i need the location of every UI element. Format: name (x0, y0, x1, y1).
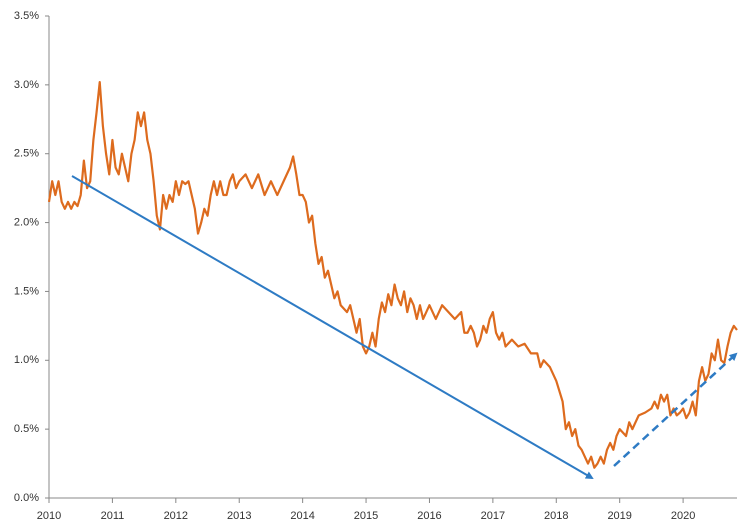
x-tick-label: 2013 (227, 510, 251, 522)
x-tick-label: 2019 (607, 510, 631, 522)
y-tick-label: 3.0% (14, 79, 39, 91)
trend-arrow-dashed (613, 352, 738, 467)
x-tick-label: 2017 (481, 510, 505, 522)
x-tick-label: 2015 (354, 510, 378, 522)
x-tick-label: 2014 (290, 510, 314, 522)
y-tick-label: 0.5% (14, 423, 39, 435)
y-tick-label: 2.0% (14, 216, 39, 228)
line-series (47, 81, 738, 469)
trend-arrow (71, 175, 594, 480)
x-tick-label: 2016 (417, 510, 441, 522)
x-tick-label: 2012 (164, 510, 188, 522)
y-tick-label: 2.5% (14, 148, 39, 160)
x-tick-label: 2011 (101, 510, 125, 522)
x-tick-label: 2020 (671, 510, 695, 522)
y-tick-label: 3.5% (14, 10, 39, 22)
y-tick-label: 0.0% (14, 492, 39, 504)
y-tick-label: 1.5% (14, 285, 39, 297)
x-tick-label: 2018 (544, 510, 568, 522)
y-tick-label: 1.0% (14, 354, 39, 366)
x-tick-label: 2010 (37, 510, 61, 522)
